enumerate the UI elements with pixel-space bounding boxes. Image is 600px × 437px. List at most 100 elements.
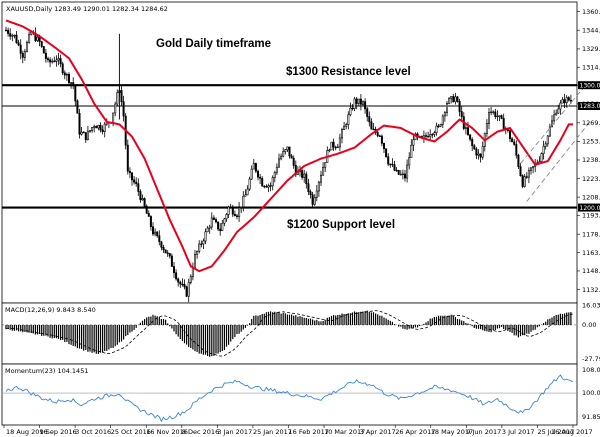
x-tick-label: 25 Jan 2017 xyxy=(253,428,292,436)
x-tick-label: 25 Jul 2017 xyxy=(537,428,574,436)
candle-body xyxy=(519,166,522,176)
candle-body xyxy=(179,281,182,285)
candle-body xyxy=(460,111,463,117)
candle-body xyxy=(464,127,467,129)
candle-body xyxy=(210,217,213,228)
candle-body xyxy=(496,115,499,118)
candle-body xyxy=(336,146,339,149)
candle-body xyxy=(25,42,28,52)
price-tick-label: 1178.25 xyxy=(582,230,600,238)
candle-body xyxy=(557,108,560,114)
candle-body xyxy=(353,98,356,109)
candle-body xyxy=(277,158,280,168)
candle-body xyxy=(78,112,81,135)
candle-body xyxy=(80,131,83,135)
candle-body xyxy=(376,132,379,137)
candle-body xyxy=(561,99,564,104)
candle-body xyxy=(143,198,146,207)
candle-body xyxy=(359,98,362,105)
candle-body xyxy=(240,206,243,209)
candle-body xyxy=(82,131,85,134)
candle-body xyxy=(511,138,514,143)
candle-body xyxy=(74,85,77,102)
candle-body xyxy=(46,58,49,61)
macd-layer xyxy=(2,310,577,357)
candle-body xyxy=(49,59,52,63)
candle-body xyxy=(380,135,383,144)
candle-body xyxy=(372,128,375,131)
candle-body xyxy=(347,114,350,125)
candle-body xyxy=(17,42,20,46)
candle-body xyxy=(242,195,245,208)
candle-body xyxy=(223,218,226,224)
candle-body xyxy=(490,111,493,114)
candle-body xyxy=(349,107,352,116)
candle-body xyxy=(256,170,259,178)
candle-body xyxy=(437,125,440,128)
candle-body xyxy=(569,99,572,102)
resistance-badge: 1300.00 xyxy=(580,82,600,89)
candle-body xyxy=(275,166,278,173)
candle-body xyxy=(307,183,310,192)
candle-body xyxy=(97,124,100,129)
x-tick-label: 16 Feb 2017 xyxy=(289,428,329,436)
candle-body xyxy=(508,130,511,140)
candle-body xyxy=(206,227,209,233)
candle-body xyxy=(267,185,270,188)
candle-body xyxy=(280,155,283,160)
momentum-tick-label: 91.8559 xyxy=(582,413,600,421)
candle-body xyxy=(131,172,134,181)
candle-body xyxy=(261,177,264,187)
candle-body xyxy=(44,52,47,59)
candle-body xyxy=(233,213,236,217)
candle-body xyxy=(128,170,131,174)
candle-body xyxy=(215,219,218,223)
x-tick-label: 8 Dec 2016 xyxy=(182,428,219,436)
candle-body xyxy=(450,96,453,99)
candle-body xyxy=(385,148,388,158)
candle-body xyxy=(231,207,234,215)
candle-body xyxy=(93,126,96,128)
candle-body xyxy=(523,176,526,187)
x-tick-label: 3 Oct 2016 xyxy=(75,428,111,436)
price-tick-label: 1208.55 xyxy=(582,193,600,201)
candle-body xyxy=(76,100,79,114)
candle-body xyxy=(542,145,545,154)
candle-body xyxy=(544,143,547,147)
candle-body xyxy=(309,191,312,195)
candle-body xyxy=(99,124,102,131)
macd-signal-line xyxy=(6,310,574,357)
candle-body xyxy=(23,51,26,58)
candle-body xyxy=(227,206,230,215)
support-badge-bg xyxy=(578,203,600,212)
candle-body xyxy=(550,120,553,128)
macd-header: MACD(12,26,9) 9.843 8.540 xyxy=(5,306,96,314)
candle-body xyxy=(149,216,152,228)
candle-body xyxy=(452,96,455,103)
candle-body xyxy=(469,134,472,140)
x-tick-label: 18 Aug 2016 xyxy=(6,428,48,436)
candle-body xyxy=(221,222,224,232)
candle-body xyxy=(567,97,570,101)
candle-body xyxy=(513,141,516,145)
price-tick-label: 1193.65 xyxy=(582,212,600,220)
candle-body xyxy=(164,249,167,254)
candle-body xyxy=(313,197,316,205)
channel-upper-line xyxy=(520,84,586,164)
candle-body xyxy=(154,231,157,235)
candle-body xyxy=(395,169,398,172)
momentum-tick-label: 108.0674 xyxy=(582,366,600,374)
candle-body xyxy=(181,283,184,286)
candle-body xyxy=(410,144,413,158)
candle-body xyxy=(139,191,142,201)
current-price-badge-bg xyxy=(578,102,600,111)
candle-body xyxy=(357,98,360,104)
candle-body xyxy=(466,127,469,135)
candle-body xyxy=(332,141,335,148)
candle-body xyxy=(475,148,478,156)
candle-body xyxy=(485,123,488,134)
candle-body xyxy=(59,58,62,65)
candle-body xyxy=(145,205,148,214)
candle-body xyxy=(250,168,253,180)
candle-body xyxy=(366,108,369,117)
